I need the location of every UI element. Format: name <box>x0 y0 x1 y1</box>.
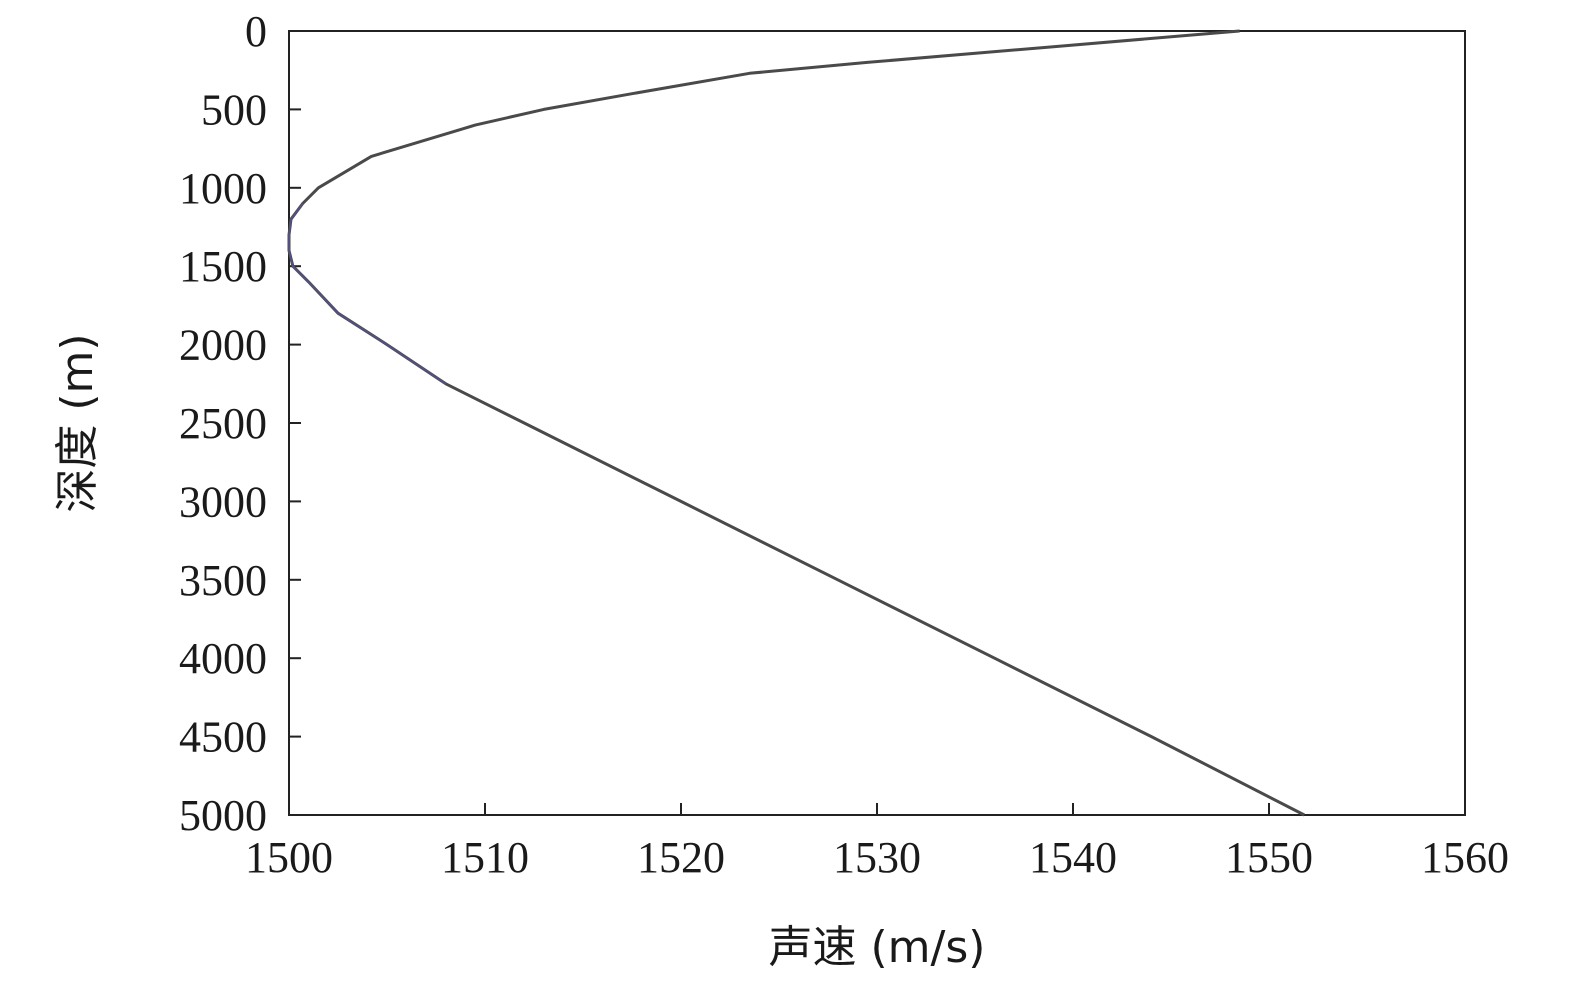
x-tick-label: 1550 <box>1225 833 1313 882</box>
y-tick-label: 4500 <box>179 713 267 762</box>
y-axis-label: 深度 (m) <box>52 333 103 512</box>
x-tick-label: 1540 <box>1029 833 1117 882</box>
x-tick-label: 1530 <box>833 833 921 882</box>
tick-labels: 1500 1510 1520 1530 1540 1550 1560 0 500 1000 1500… <box>179 7 1509 882</box>
axis-ticks <box>288 30 1466 816</box>
y-tick-label: 1500 <box>179 242 267 291</box>
plot-frame <box>288 30 1466 816</box>
y-tick-label: 2000 <box>179 321 267 370</box>
y-tick-label: 500 <box>201 85 267 134</box>
x-tick-label: 1560 <box>1421 833 1509 882</box>
y-tick-label: 3500 <box>179 556 267 605</box>
x-tick-label: 1510 <box>441 833 529 882</box>
y-tick-label: 5000 <box>179 791 267 840</box>
x-tick-label: 1520 <box>637 833 725 882</box>
sound-speed-line-minimum-section <box>288 202 447 385</box>
y-tick-label: 0 <box>245 7 267 56</box>
y-tick-label: 1000 <box>179 164 267 213</box>
y-tick-label: 4000 <box>179 634 267 683</box>
series-layer <box>287 29 1305 817</box>
x-axis-label: 声速 (m/s) <box>769 922 986 973</box>
x-tick-label: 1500 <box>245 833 333 882</box>
sound-speed-line <box>287 29 1305 817</box>
y-tick-label: 2500 <box>179 399 267 448</box>
y-tick-label: 3000 <box>179 477 267 526</box>
